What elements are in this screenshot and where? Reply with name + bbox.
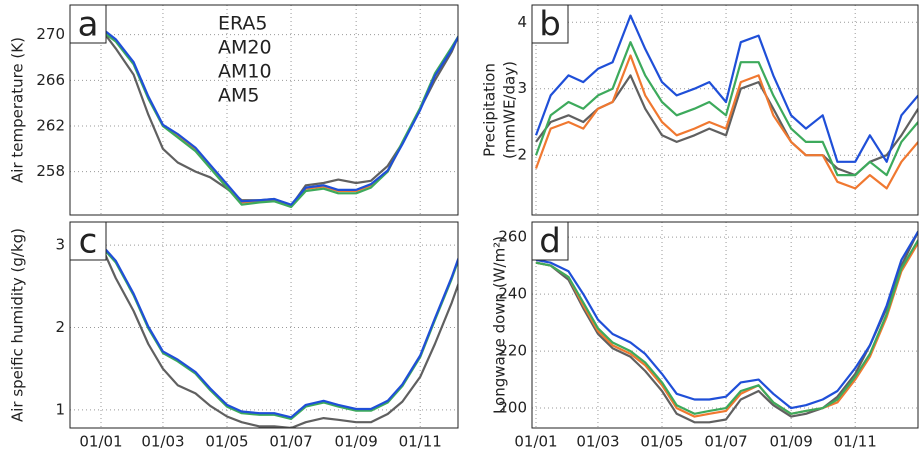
- x-tick-label: 01/07: [704, 433, 747, 451]
- x-tick-label: 01/05: [640, 433, 683, 451]
- x-tick-label: 01/05: [205, 433, 248, 451]
- series-line: [100, 243, 458, 419]
- plot-frame: [69, 4, 459, 216]
- y-tick-label: 4: [517, 13, 527, 31]
- y-tick-label: 3: [55, 236, 65, 254]
- panel-label: a: [78, 5, 99, 45]
- panel-label: c: [79, 222, 98, 262]
- x-tick-label: 01/09: [335, 433, 378, 451]
- series-line: [100, 28, 458, 207]
- x-tick-label: 01/09: [770, 433, 813, 451]
- series-line: [535, 230, 918, 424]
- y-tick-label: 2: [517, 146, 527, 164]
- x-tick-label: 01/01: [514, 433, 557, 451]
- x-tick-label: 01/03: [576, 433, 619, 451]
- x-tick-label: 01/11: [834, 433, 877, 451]
- x-tick-label: 01/03: [141, 433, 184, 451]
- y-tick-label: 260: [498, 228, 527, 246]
- y-axis-label: Air speific humidity (g/kg): [9, 228, 27, 422]
- series-line: [535, 239, 918, 415]
- panel: 01/01 01/03 01/05 01/07 01/09 01/11 1 2 3 c Air sp…: [9, 221, 459, 451]
- series-line: [535, 242, 918, 418]
- series-line: [534, 41, 918, 177]
- series-line: [100, 26, 458, 206]
- y-axis-label: (mmWE/day): [501, 61, 519, 159]
- series-line: [99, 244, 458, 428]
- y-tick-label: 240: [498, 285, 527, 303]
- legend-entry: AM10: [218, 61, 272, 83]
- y-tick-label: 200: [498, 399, 527, 417]
- y-tick-label: 220: [498, 342, 527, 360]
- x-tick-label: 01/07: [269, 433, 312, 451]
- panel-label-box: [69, 4, 107, 44]
- y-tick-label: 1: [55, 400, 65, 418]
- panel-label: d: [539, 222, 561, 262]
- y-axis-label: Air temperature (K): [9, 37, 27, 183]
- series-line: [535, 230, 918, 410]
- y-tick-label: 262: [36, 116, 65, 134]
- series-line: [534, 54, 918, 190]
- panel: 2 3 4 b Precipitation (mmWE/day): [481, 4, 919, 216]
- legend-entry: AM20: [218, 37, 272, 59]
- legend-entry: AM5: [218, 85, 259, 107]
- panel-label-box: [531, 4, 569, 44]
- x-tick-label: 01/01: [79, 433, 122, 451]
- x-tick-label: 01/11: [399, 433, 442, 451]
- series-line: [100, 29, 458, 209]
- y-axis-label: Precipitation: [481, 63, 499, 157]
- y-tick-label: 270: [36, 25, 65, 43]
- y-tick-label: 2: [55, 318, 65, 336]
- plot-frame: [531, 4, 919, 216]
- y-tick-label: 266: [36, 71, 65, 89]
- panel-label-box: [69, 221, 107, 261]
- plot-frame: [531, 221, 919, 429]
- panel: 258 262 266 270 a Air temperature (K) ERA5AM20…: [9, 4, 459, 216]
- series-line: [100, 244, 458, 420]
- panel-label-box: [531, 221, 569, 261]
- y-tick-label: 3: [517, 79, 527, 97]
- legend-entry: ERA5: [218, 13, 268, 35]
- series-line: [100, 245, 458, 420]
- series-line: [100, 28, 458, 207]
- series-line: [534, 14, 918, 163]
- y-tick-label: 258: [36, 162, 65, 180]
- panel: 01/01 01/03 01/05 01/07 01/09 01/11 200 220 240 2…: [491, 221, 919, 451]
- panel-label: b: [539, 5, 561, 45]
- y-axis-label: Longwave down (W/m²): [491, 236, 509, 414]
- plot-frame: [69, 221, 459, 429]
